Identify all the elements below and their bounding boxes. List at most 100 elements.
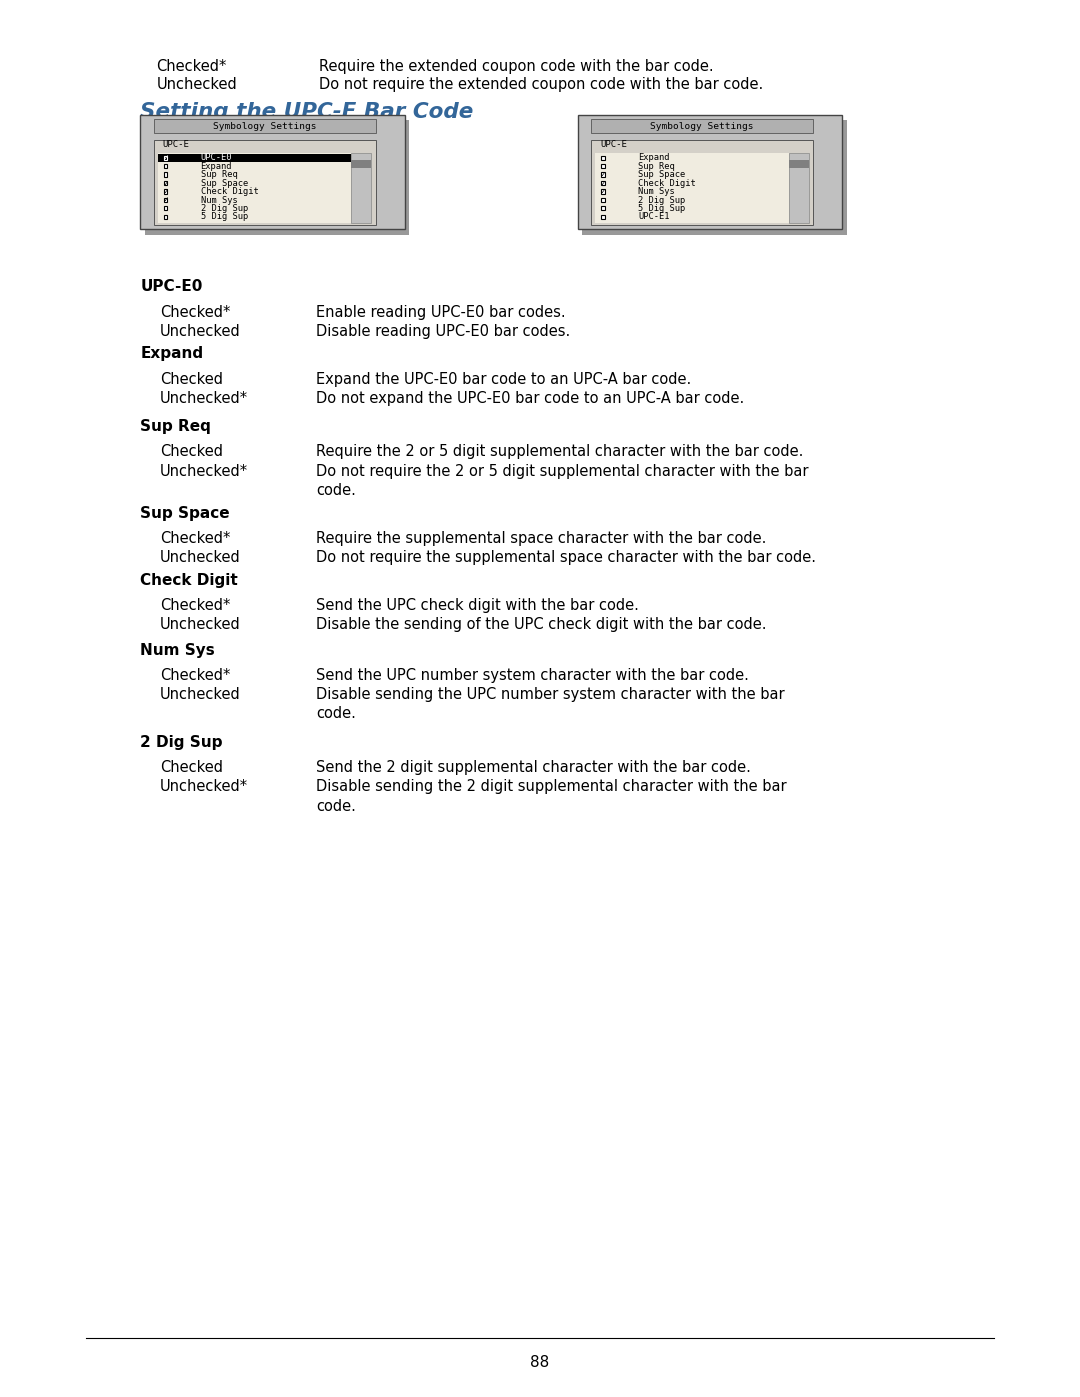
Text: ✓: ✓ [600, 179, 605, 187]
Text: Expand: Expand [638, 154, 670, 162]
Text: code.: code. [316, 707, 356, 721]
Text: 2 Dig Sup: 2 Dig Sup [140, 735, 222, 750]
Bar [788, 154, 809, 224]
Text: ✓: ✓ [163, 196, 167, 204]
Text: Disable reading UPC-E0 bar codes.: Disable reading UPC-E0 bar codes. [316, 324, 570, 339]
Bar [164, 180, 167, 186]
Text: Num Sys: Num Sys [201, 196, 238, 204]
Text: Checked*: Checked* [160, 531, 230, 546]
Text: UPC-E: UPC-E [162, 140, 189, 149]
Text: 2 Dig Sup: 2 Dig Sup [638, 196, 686, 204]
Bar [602, 215, 605, 219]
Text: ✓: ✓ [600, 187, 605, 196]
Text: Unchecked: Unchecked [160, 550, 241, 566]
Bar [164, 198, 167, 203]
Text: UPC-E: UPC-E [599, 140, 626, 149]
Text: code.: code. [316, 483, 356, 497]
Text: Unchecked*: Unchecked* [160, 780, 248, 795]
Bar [164, 189, 167, 194]
Text: code.: code. [316, 799, 356, 813]
Bar [164, 163, 167, 169]
Bar [153, 119, 376, 133]
Bar [351, 154, 372, 224]
Text: Disable the sending of the UPC check digit with the bar code.: Disable the sending of the UPC check dig… [316, 617, 767, 633]
Text: 5 Dig Sup: 5 Dig Sup [638, 204, 686, 212]
Text: Sup Req: Sup Req [201, 170, 238, 179]
Bar [164, 155, 167, 161]
Text: UPC-E0: UPC-E0 [201, 154, 232, 162]
Text: ✓: ✓ [163, 154, 167, 162]
Text: Sup Space: Sup Space [638, 170, 686, 179]
Text: UPC-E0: UPC-E0 [140, 279, 203, 295]
Text: Enable reading UPC-E0 bar codes.: Enable reading UPC-E0 bar codes. [316, 305, 566, 320]
Text: Expand: Expand [140, 346, 203, 362]
Bar [602, 172, 605, 177]
Text: Checked: Checked [160, 760, 222, 775]
Bar [582, 120, 847, 235]
Text: Do not require the 2 or 5 digit supplemental character with the bar: Do not require the 2 or 5 digit suppleme… [316, 464, 809, 479]
Text: Expand the UPC-E0 bar code to an UPC-A bar code.: Expand the UPC-E0 bar code to an UPC-A b… [316, 372, 691, 387]
Bar [591, 119, 813, 133]
Text: Checked: Checked [160, 372, 222, 387]
Text: ✓: ✓ [600, 170, 605, 179]
Bar [153, 140, 376, 225]
Bar [145, 120, 409, 235]
Bar [595, 154, 788, 224]
Bar [164, 207, 167, 211]
Text: Checked: Checked [160, 444, 222, 460]
Text: Do not expand the UPC-E0 bar code to an UPC-A bar code.: Do not expand the UPC-E0 bar code to an … [316, 391, 745, 407]
Text: ✓: ✓ [163, 187, 167, 196]
Text: Unchecked: Unchecked [160, 324, 241, 339]
Text: Expand: Expand [201, 162, 232, 170]
Text: Sup Space: Sup Space [201, 179, 248, 187]
Text: Checked*: Checked* [157, 59, 227, 74]
Text: Sup Req: Sup Req [638, 162, 675, 170]
Text: 5 Dig Sup: 5 Dig Sup [201, 212, 248, 221]
Text: Check Digit: Check Digit [638, 179, 696, 187]
Text: Check Digit: Check Digit [140, 573, 239, 588]
Text: Unchecked: Unchecked [160, 617, 241, 633]
Text: Checked*: Checked* [160, 668, 230, 683]
Text: UPC-E1: UPC-E1 [638, 212, 670, 221]
Bar [602, 180, 605, 186]
Bar [591, 140, 813, 225]
Bar [602, 198, 605, 203]
Text: Symbology Settings: Symbology Settings [213, 122, 316, 130]
Text: Num Sys: Num Sys [638, 187, 675, 196]
Bar [140, 115, 405, 229]
Text: Unchecked*: Unchecked* [160, 464, 248, 479]
Bar [351, 161, 372, 169]
Text: Disable sending the 2 digit supplemental character with the bar: Disable sending the 2 digit supplemental… [316, 780, 787, 795]
Text: Symbology Settings: Symbology Settings [650, 122, 754, 130]
Text: Require the supplemental space character with the bar code.: Require the supplemental space character… [316, 531, 767, 546]
Text: Send the UPC check digit with the bar code.: Send the UPC check digit with the bar co… [316, 598, 639, 613]
Text: Sup Req: Sup Req [140, 419, 212, 434]
Text: Send the 2 digit supplemental character with the bar code.: Send the 2 digit supplemental character … [316, 760, 752, 775]
Bar [158, 154, 351, 162]
Bar [164, 215, 167, 219]
Bar [158, 154, 351, 224]
Text: Check Digit: Check Digit [201, 187, 258, 196]
Text: Unchecked: Unchecked [157, 77, 238, 92]
Text: Num Sys: Num Sys [140, 643, 215, 658]
Text: Send the UPC number system character with the bar code.: Send the UPC number system character wit… [316, 668, 750, 683]
Text: Disable sending the UPC number system character with the bar: Disable sending the UPC number system ch… [316, 687, 785, 703]
Text: Unchecked*: Unchecked* [160, 391, 248, 407]
Text: Unchecked: Unchecked [160, 687, 241, 703]
Text: ✓: ✓ [163, 179, 167, 187]
Text: Sup Space: Sup Space [140, 506, 230, 521]
Bar [602, 155, 605, 161]
Bar [602, 207, 605, 211]
Bar [578, 115, 842, 229]
Text: Require the 2 or 5 digit supplemental character with the bar code.: Require the 2 or 5 digit supplemental ch… [316, 444, 804, 460]
Bar [602, 163, 605, 169]
Text: Do not require the extended coupon code with the bar code.: Do not require the extended coupon code … [319, 77, 762, 92]
Bar [164, 172, 167, 177]
Bar [602, 189, 605, 194]
Text: Checked*: Checked* [160, 305, 230, 320]
Text: Do not require the supplemental space character with the bar code.: Do not require the supplemental space ch… [316, 550, 816, 566]
Text: Require the extended coupon code with the bar code.: Require the extended coupon code with th… [319, 59, 713, 74]
Text: Setting the UPC-E Bar Code: Setting the UPC-E Bar Code [140, 102, 474, 122]
Text: 2 Dig Sup: 2 Dig Sup [201, 204, 248, 212]
Text: Checked*: Checked* [160, 598, 230, 613]
